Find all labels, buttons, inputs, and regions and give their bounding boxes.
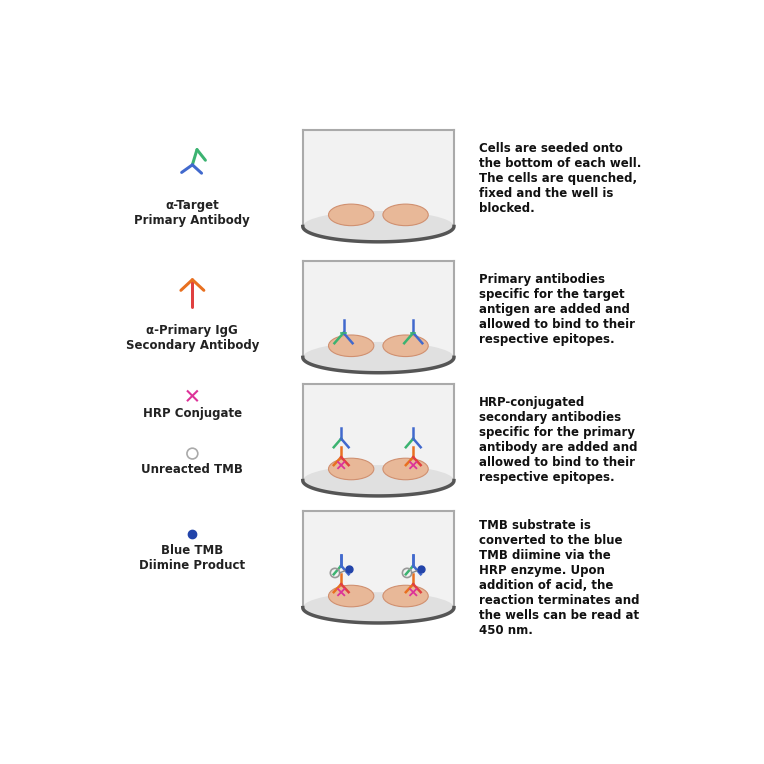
FancyBboxPatch shape [303, 384, 454, 481]
Text: HRP-conjugated
secondary antibodies
specific for the primary
antibody are added : HRP-conjugated secondary antibodies spec… [479, 396, 638, 484]
Ellipse shape [303, 211, 454, 242]
Text: Unreacted TMB: Unreacted TMB [141, 463, 243, 476]
FancyBboxPatch shape [303, 511, 454, 607]
Ellipse shape [329, 458, 374, 480]
Ellipse shape [383, 585, 429, 607]
FancyBboxPatch shape [303, 261, 454, 358]
Ellipse shape [303, 465, 454, 496]
Text: α-Primary IgG
Secondary Antibody: α-Primary IgG Secondary Antibody [126, 324, 259, 352]
Ellipse shape [383, 335, 429, 357]
Ellipse shape [329, 204, 374, 225]
Text: α-Target
Primary Antibody: α-Target Primary Antibody [134, 199, 251, 228]
Ellipse shape [383, 204, 429, 225]
Text: Cells are seeded onto
the bottom of each well.
The cells are quenched,
fixed and: Cells are seeded onto the bottom of each… [479, 142, 642, 215]
Text: Blue TMB
Diimine Product: Blue TMB Diimine Product [139, 544, 245, 571]
Ellipse shape [303, 592, 454, 623]
FancyBboxPatch shape [303, 130, 454, 226]
Ellipse shape [329, 585, 374, 607]
Text: TMB substrate is
converted to the blue
TMB diimine via the
HRP enzyme. Upon
addi: TMB substrate is converted to the blue T… [479, 519, 639, 637]
Ellipse shape [383, 458, 429, 480]
Text: HRP Conjugate: HRP Conjugate [143, 407, 242, 420]
Text: Primary antibodies
specific for the target
antigen are added and
allowed to bind: Primary antibodies specific for the targ… [479, 273, 635, 345]
Ellipse shape [303, 342, 454, 373]
Ellipse shape [329, 335, 374, 357]
